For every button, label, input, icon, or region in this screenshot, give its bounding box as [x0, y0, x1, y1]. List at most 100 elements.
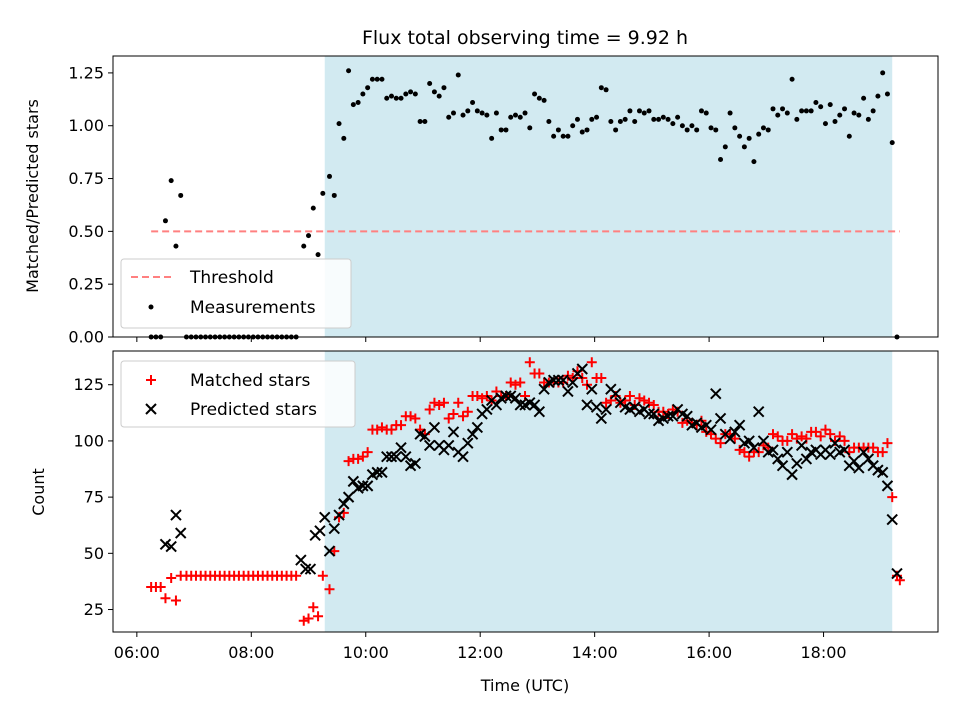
matched-star-point	[405, 411, 416, 422]
bottom-legend: Matched stars Predicted stars	[120, 360, 356, 428]
predicted-star-point	[891, 567, 903, 580]
measurement-point	[431, 89, 437, 95]
measurement-point	[498, 127, 504, 133]
bottom-observing-span	[324, 351, 893, 632]
matched-star-point	[424, 404, 435, 415]
measurement-point	[851, 110, 857, 116]
matched-star-point	[882, 438, 893, 449]
measurement-point	[722, 144, 728, 150]
bottom-x-ticks: 06:00 08:00 10:00 12:00 14:00 16:00 18:00	[114, 632, 847, 662]
measurement-point	[689, 123, 695, 129]
matched-star-point	[648, 399, 659, 410]
measurement-point	[627, 108, 633, 114]
measurement-point	[412, 91, 418, 97]
matched-star-point	[768, 429, 778, 440]
measurement-point	[355, 99, 361, 105]
measurement-point	[417, 118, 423, 124]
measurement-point	[306, 233, 312, 239]
predicted-star-point	[667, 410, 679, 422]
predicted-star-point	[590, 401, 603, 413]
matched-star-point	[160, 593, 171, 604]
predicted-star-point	[557, 374, 569, 386]
measurement-point	[808, 108, 814, 114]
measurement-point	[818, 104, 824, 110]
matched-star-point	[810, 426, 821, 437]
predicted-star-point	[881, 480, 894, 492]
predicted-star-point	[462, 437, 474, 449]
measurement-point	[856, 112, 862, 118]
matched-star-point	[477, 393, 488, 404]
predicted-star-point	[714, 412, 727, 425]
observing-span-shade	[324, 351, 893, 632]
predicted-star-point	[395, 441, 407, 454]
measurement-point	[765, 127, 771, 133]
measurement-point	[613, 127, 619, 133]
matched-star-point	[396, 420, 407, 431]
measurement-point	[698, 108, 704, 114]
top-ytick-label: 0.25	[68, 275, 104, 294]
measurement-point	[584, 127, 590, 133]
predicted-star-point	[643, 408, 655, 420]
top-x-ticks	[136, 337, 825, 342]
measurement-point	[565, 133, 571, 139]
matched-star-point	[601, 397, 612, 408]
legend-predicted-label: Predicted stars	[190, 400, 317, 420]
matched-star-point	[505, 377, 516, 388]
measurement-point	[813, 99, 819, 105]
matched-star-point	[634, 393, 645, 404]
matched-star-point	[329, 546, 340, 557]
matched-star-point	[710, 433, 721, 444]
bottom-ytick-label: 75	[84, 488, 104, 507]
matched-star-point	[410, 413, 421, 424]
matched-star-point	[166, 573, 177, 584]
predicted-star-point	[409, 457, 422, 470]
measurement-point	[861, 95, 867, 101]
measurement-point	[632, 118, 638, 124]
predicted-star-point	[562, 385, 574, 398]
measurement-point	[746, 135, 752, 141]
predicted-star-point	[786, 468, 798, 481]
predicted-star-point	[595, 412, 608, 425]
predicted-star-point	[323, 545, 336, 557]
legend-measurements-label: Measurements	[190, 298, 316, 318]
measurement-point	[775, 112, 781, 118]
matched-star-point	[462, 406, 473, 417]
matched-star-point	[353, 453, 364, 464]
predicted-star-point	[838, 444, 851, 456]
measurement-point	[470, 99, 476, 105]
predicted-star-point	[538, 383, 550, 395]
measurement-point	[837, 112, 843, 118]
predicted-star-point	[567, 376, 579, 389]
predicted-star-point	[781, 446, 794, 458]
measurement-point	[503, 127, 509, 133]
matched-star-point	[596, 372, 607, 383]
measurement-point	[484, 112, 490, 118]
matched-star-point	[372, 424, 383, 435]
matched-star-point	[443, 413, 454, 424]
matched-star-point	[639, 395, 650, 406]
predicted-star-point	[853, 462, 865, 474]
measurement-point	[173, 243, 179, 249]
measurement-point	[474, 108, 480, 114]
matched-star-point	[453, 397, 464, 408]
matched-star-point	[308, 602, 319, 613]
matched-star-point	[386, 424, 397, 435]
measurement-point	[703, 110, 709, 116]
predicted-star-point	[428, 421, 441, 434]
matched-star-point	[357, 451, 368, 462]
measurement-point	[327, 173, 333, 179]
top-legend-frame	[120, 258, 352, 329]
measurement-point	[379, 76, 385, 82]
measurement-point	[541, 97, 547, 103]
measurement-point	[168, 178, 174, 184]
measurement-point	[360, 91, 366, 97]
measurement-point	[162, 218, 168, 224]
predicted-star-point	[681, 410, 693, 422]
predicted-star-point	[609, 388, 622, 400]
matched-star-point	[787, 429, 798, 440]
measurement-point	[622, 116, 628, 122]
measurement-point	[522, 110, 528, 116]
measurement-point	[479, 110, 485, 116]
predicted-star-point	[299, 563, 312, 575]
